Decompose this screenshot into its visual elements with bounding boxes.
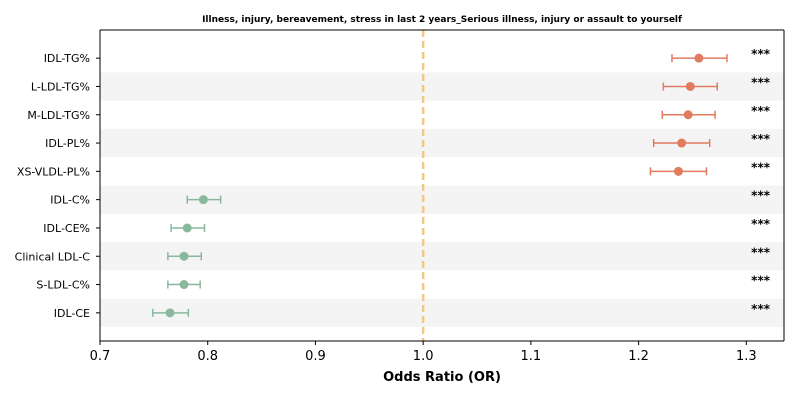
data-point [685,81,695,91]
row-band [100,298,784,327]
x-tick-label: 0.7 [90,349,111,364]
y-tick-label: Clinical LDL-C [15,250,91,263]
data-point-group: IDL-C% *** [50,189,770,207]
data-point-group: IDL-CE *** [54,302,771,320]
x-tick-label: 1.2 [628,349,649,364]
significance-label: *** [751,75,771,89]
significance-label: *** [751,217,771,231]
data-point [165,308,175,318]
chart-title: Illness, injury, bereavement, stress in … [202,15,682,25]
significance-label: *** [751,132,771,146]
x-tick-label: 1.0 [413,349,434,364]
x-tick-label: 0.8 [197,349,218,364]
significance-label: *** [751,274,771,288]
significance-label: *** [751,47,771,61]
data-point-group: L-LDL-TG% *** [31,75,771,93]
x-axis-label: Odds Ratio (OR) [383,370,501,385]
row-band [100,242,784,271]
data-point-group: IDL-CE% *** [43,217,770,235]
data-point-group: S-LDL-C% *** [36,274,770,292]
y-tick-label: IDL-C% [50,194,90,207]
x-tick-label: 0.9 [305,349,326,364]
data-point [694,53,704,63]
data-point [179,251,189,261]
data-point-group: IDL-PL% *** [45,132,771,150]
axes: 0.7 0.8 0.9 1.0 1.1 1.2 1.3 [90,29,785,364]
y-tick-label: IDL-CE% [43,222,90,235]
data-point [182,223,192,233]
significance-label: *** [751,189,771,203]
y-tick-label: IDL-PL% [45,137,90,150]
data-point-group: Clinical LDL-C *** [15,245,771,263]
data-point [683,110,693,120]
data-marks: IDL-TG% ***L-LDL-TG% ***M-LDL-TG% ***IDL-PL… [15,47,771,320]
significance-label: *** [751,245,771,259]
y-tick-label: IDL-CE [54,307,90,320]
data-point [673,166,683,176]
y-tick-label: XS-VLDL-PL% [17,165,90,178]
y-tick-label: M-LDL-TG% [27,109,90,122]
y-tick-label: L-LDL-TG% [31,80,90,93]
y-tick-label: IDL-TG% [44,52,90,65]
y-tick-label: S-LDL-C% [36,279,90,292]
data-point-group: M-LDL-TG% *** [27,104,770,122]
data-point [677,138,687,148]
significance-label: *** [751,104,771,118]
x-tick-label: 1.1 [521,349,542,364]
x-tick-label: 1.3 [736,349,757,364]
data-point [179,280,189,290]
significance-label: *** [751,302,771,316]
data-point [198,195,208,205]
significance-label: *** [751,160,771,174]
data-point-group: IDL-TG% *** [44,47,771,65]
data-point-group: XS-VLDL-PL% *** [17,160,771,178]
